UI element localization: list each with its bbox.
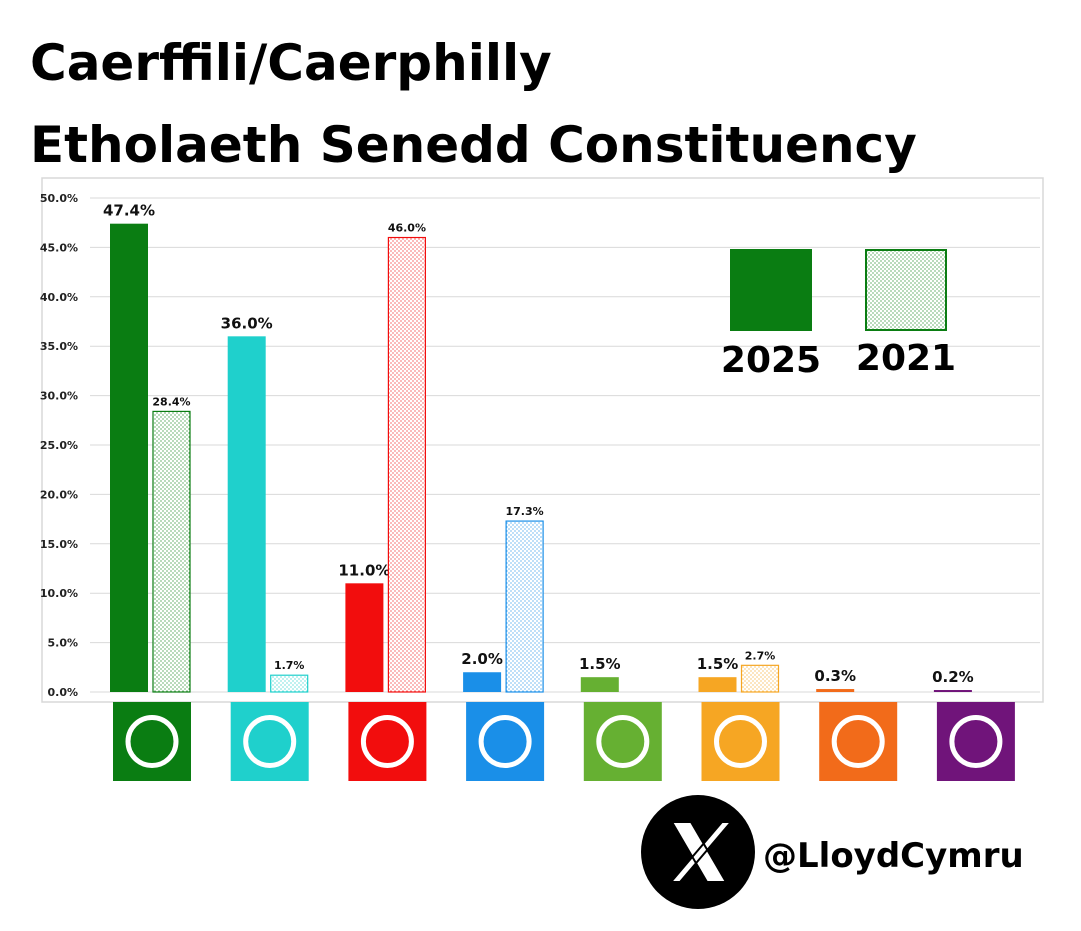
value-label: 47.4% [103,202,155,220]
y-tick-label: 40.0% [40,291,78,304]
x-logo-mark [668,821,734,883]
bar [227,336,266,692]
y-tick-label: 25.0% [40,439,78,452]
value-label: 1.5% [579,655,621,673]
party-logo-mark [360,715,414,768]
bar [933,690,972,692]
party-logo [701,702,780,781]
value-label: 2.0% [461,650,503,668]
bar [580,677,619,692]
value-label: 1.7% [274,659,305,672]
bar [270,674,309,693]
party-logo [348,702,427,781]
bar [110,223,148,693]
party-logo [936,702,1015,781]
legend-label: 2025 [721,340,821,381]
value-label: 17.3% [506,505,544,518]
y-tick-label: 15.0% [40,538,78,551]
y-tick-label: 50.0% [40,192,78,205]
legend-label: 2021 [856,338,956,379]
value-label: 2.7% [745,649,776,662]
y-tick-label: 5.0% [47,637,78,650]
party-logo-mark [949,715,1003,768]
party-logo [230,702,309,781]
party-logo-mark [596,715,650,768]
y-tick-label: 45.0% [40,241,78,254]
y-tick-label: 20.0% [40,488,78,501]
value-label: 46.0% [388,222,426,235]
party-logo [113,702,191,781]
party-logo-mark [125,715,179,768]
value-label: 11.0% [338,561,390,579]
value-label: 1.5% [697,655,739,673]
bar [698,677,737,692]
party-logo [583,702,662,781]
y-tick-label: 35.0% [40,340,78,353]
party-logo-mark [831,715,885,768]
bar [345,583,384,692]
bar [740,664,780,693]
chart-title: Caerffili/Caerphilly [30,34,552,92]
value-label: 36.0% [221,314,273,332]
party-logo-mark [714,715,767,768]
bar [152,410,191,693]
bar [816,689,855,692]
bar [463,672,502,692]
handle: @LloydCymru [763,836,1024,876]
legend-swatch [730,249,812,331]
party-logo-mark [478,715,532,768]
party-logo-mark [243,715,297,768]
y-tick-label: 0.0% [47,686,78,699]
bar [387,236,426,693]
legend-swatch [865,249,947,331]
value-label: 0.2% [932,668,974,686]
bar [505,520,544,693]
party-logo [819,702,898,781]
value-label: 28.4% [152,395,190,408]
y-tick-label: 10.0% [40,587,78,600]
value-label: 0.3% [814,667,856,685]
chart-subtitle: Etholaeth Senedd Constituency [30,116,917,174]
y-tick-label: 30.0% [40,390,78,403]
party-logo [466,702,545,781]
